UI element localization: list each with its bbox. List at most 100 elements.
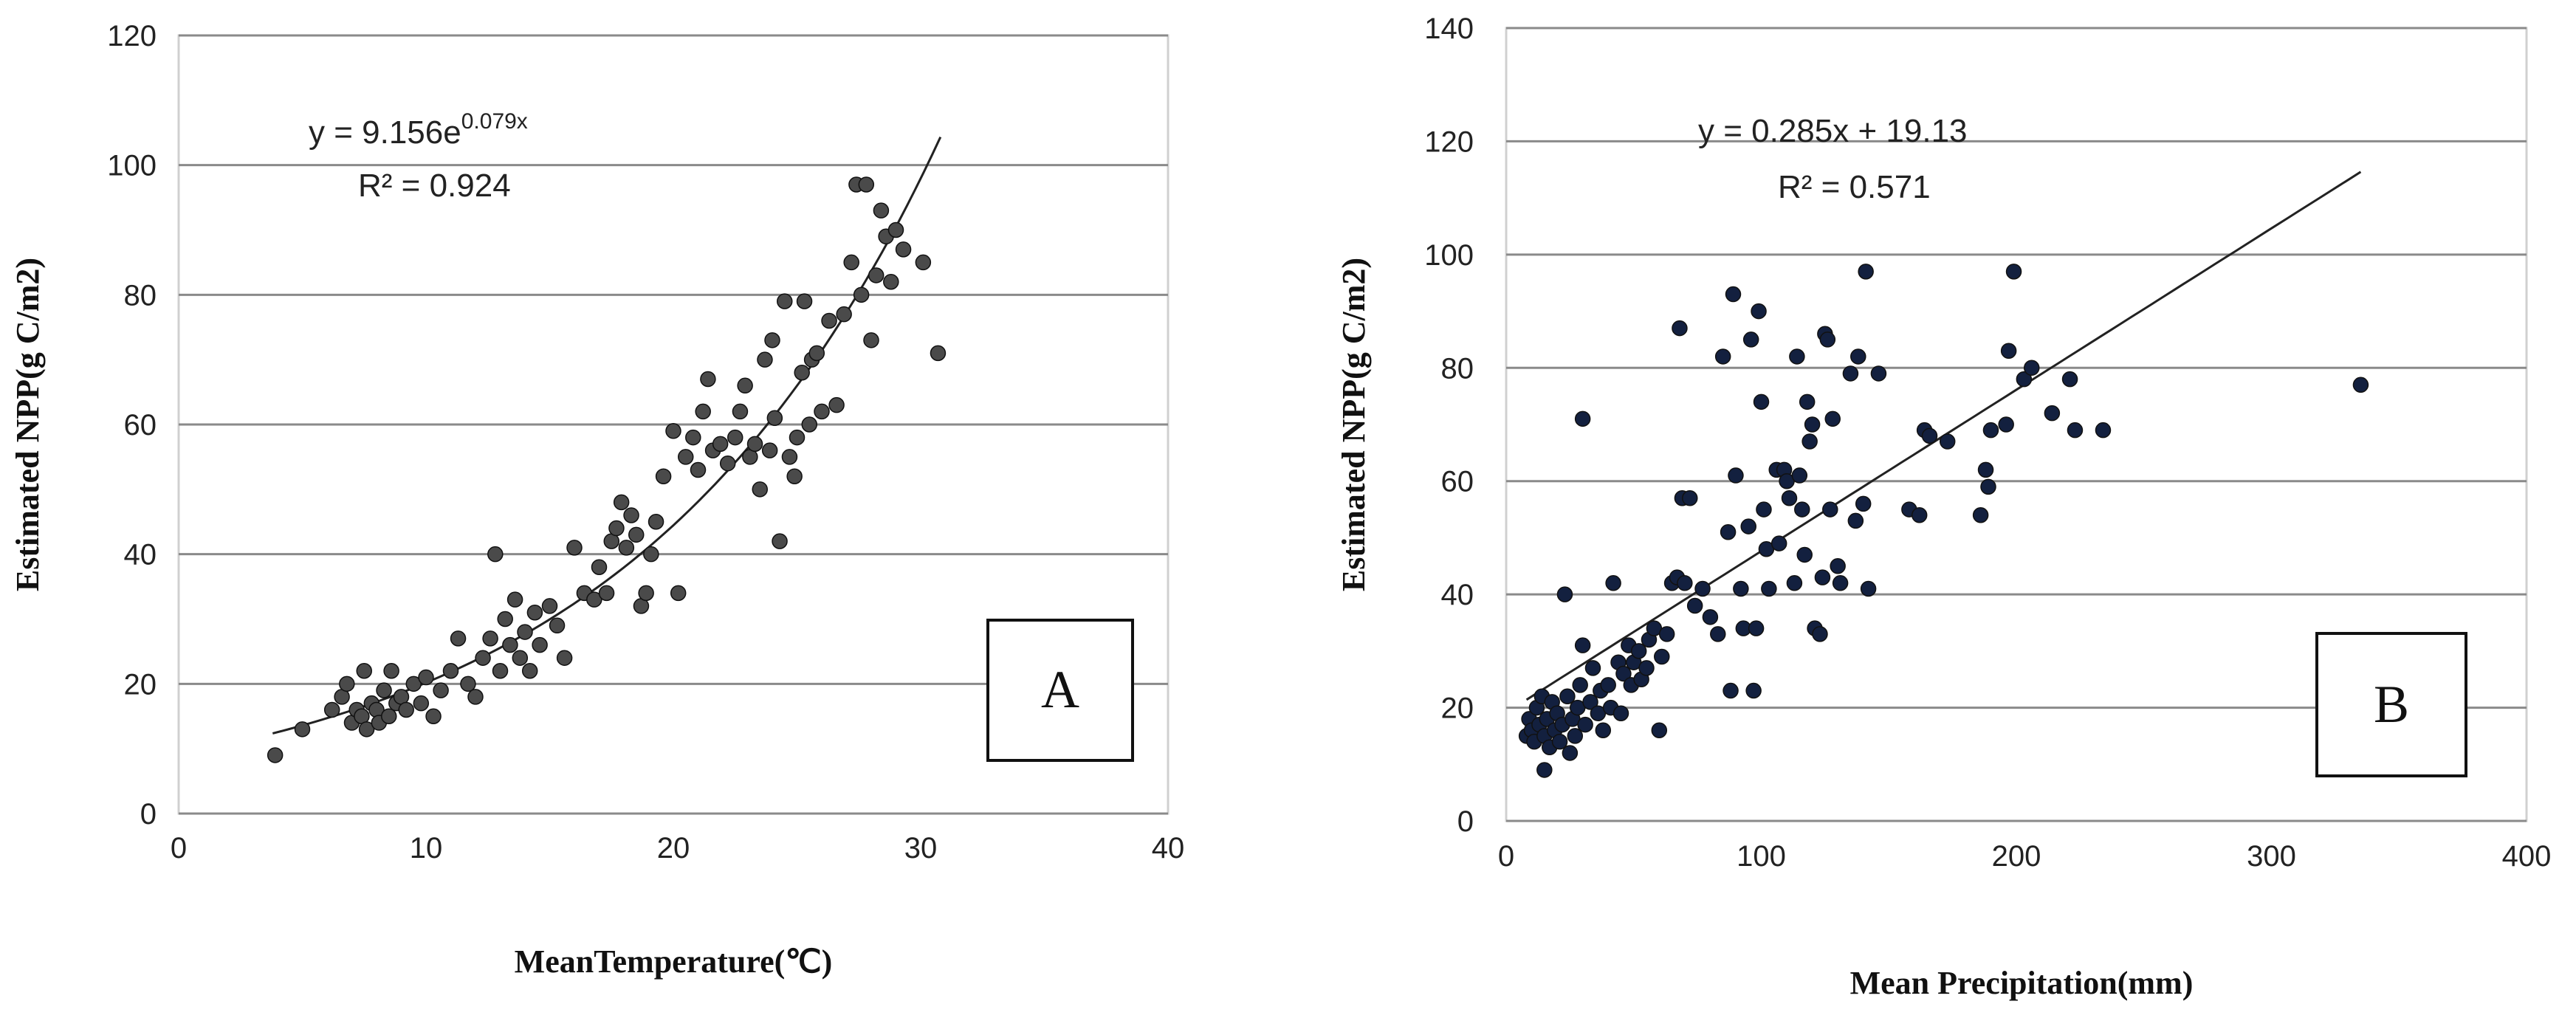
panel-b-y-tick-label: 20 [1441,692,1474,725]
panel-b-y-tick-label: 100 [1424,239,1474,272]
panel-a-trendline [272,136,942,735]
panel-a-data-point [772,533,788,549]
panel-a-data-point [323,701,340,718]
panel-b-data-point [1686,597,1703,614]
panel-b-data-point [1860,580,1877,597]
panel-b-data-point [1847,512,1864,529]
panel-a-data-point [719,455,736,472]
panel-b-data-point [1751,303,1767,320]
panel-b-data-point [1770,535,1787,551]
panel-b-data-point [1791,467,1808,484]
panel-a-x-tick-label: 0 [171,832,187,864]
panel-a-data-point [442,663,459,679]
panel-a-data-point [648,514,664,530]
panel-b-data-point [2061,371,2078,388]
panel-a-y-axis-title: Estimated NPP(g C/m2) [10,258,46,591]
panel-a-data-point [712,436,729,453]
panel-b-data-point [1745,682,1762,699]
panel-a-data-point [863,332,879,348]
panel-b-data-point [1855,495,1872,512]
panel-b-data-point [1740,518,1756,534]
panel-a-data-point [690,461,707,478]
panel-b-data-point [1733,580,1749,597]
panel-a-data-point [766,410,783,426]
panel-a-data-point [460,675,476,692]
panel-a-data-point [339,675,355,692]
panel-b-data-point [1972,506,1989,523]
panel-b-data-point [2095,422,2112,439]
panel-a-data-point [358,721,375,738]
panel-b-data-point [1720,524,1737,540]
panel-a-data-point [873,202,890,219]
panel-b-data-point [1921,427,1938,444]
panel-b-data-point [1651,722,1668,739]
panel-a-data-point [502,636,518,653]
panel-a-data-point [836,306,852,323]
panel-a-x-tick-label: 30 [904,832,938,864]
panel-a-x-tick-label: 10 [410,832,443,864]
panel-b-data-point [2044,405,2061,422]
panel-b-data-point [1551,733,1568,750]
panel-b-data-point [1850,348,1866,365]
panel-a-tick-labels: 0 20 40 60 80 100 120 0 10 20 30 40 [107,20,1184,864]
panel-a-trendline-curve [272,136,942,735]
panel-b-data-point [1998,416,2014,433]
panel-a-data-point [294,721,311,738]
panel-a-data-point [613,494,630,511]
panel-b-data-point [1789,348,1805,365]
panel-a-points [267,176,947,763]
panel-a-data-point [794,364,810,381]
panel-b-data-point [1911,506,1928,523]
panel-b-data-point [1832,575,1849,591]
panel-a-data-point [695,403,711,420]
panel-a-data-point [425,708,442,724]
panel-a-data-point [915,254,932,271]
panel-b-data-point [1822,501,1838,518]
panel-a-data-point [764,332,780,348]
panel-a-data-point [591,559,608,575]
panel-a-x-tick-label: 40 [1152,832,1185,864]
panel-a-data-point [895,241,912,258]
panel-a-data-point [383,663,399,679]
panel-a-data-point [566,540,583,556]
panel-b-data-point [1654,648,1670,665]
panel-b-r-squared: R² = 0.571 [1778,169,1931,205]
panel-b-x-tick-label: 400 [2502,840,2552,873]
panel-b-data-point [1574,410,1591,427]
panel-a-data-point [757,351,773,368]
panel-a-data-point [586,591,602,608]
panel-b-data-point [1796,546,1813,563]
panel-b-points [1518,264,2369,778]
panel-a-data-point [737,377,753,394]
panel-b-data-point [1574,637,1591,653]
panel-b-label-box [2315,632,2467,777]
panel-a-data-point [732,403,749,420]
panel-a-y-tick-label: 120 [107,20,157,52]
panel-b-y-tick-label: 0 [1457,805,1474,838]
panel-a-equation-exponent: 0.079x [461,109,528,134]
panel-a-data-point [482,630,498,647]
panel-a-x-axis-title: MeanTemperature(℃) [515,943,833,980]
panel-a-y-tick-label: 0 [140,798,157,831]
panel-a-data-point [843,254,859,271]
panel-b-data-point [1595,722,1612,739]
panel-b-y-tick-label: 120 [1424,126,1474,158]
panel-b-x-tick-label: 100 [1737,840,1786,873]
panel-b-data-point [1600,677,1616,693]
panel-b-data-point [1794,501,1810,518]
panel-b-data-point [1819,331,1836,348]
panel-a-data-point [781,449,798,465]
panel-b-data-point [1982,422,1999,439]
panel-a-data-point [506,591,523,608]
panel-b-data-point [1980,478,1996,495]
panel-a-data-point [853,286,870,303]
panel-b-data-point [1802,433,1818,450]
panel-a-data-point [801,416,817,433]
panel-b-data-point [1582,694,1598,710]
panel-a-data-point [727,429,743,446]
panel-a-data-point [777,293,793,309]
panel-a-data-point [487,546,504,563]
panel-b-data-point [1858,264,1874,280]
panel-b-data-point [1584,660,1601,676]
